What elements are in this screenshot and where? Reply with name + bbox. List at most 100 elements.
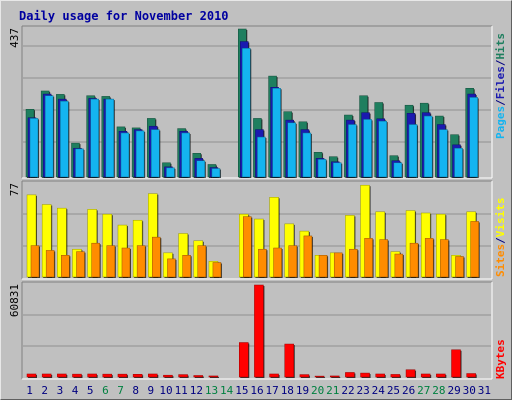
- day-label-18: 18: [281, 384, 294, 397]
- bar-pages-20: [317, 159, 328, 178]
- day-label-26: 26: [402, 384, 415, 397]
- bar-pages-7: [120, 132, 130, 178]
- bar-sites-28: [440, 239, 450, 278]
- bar-kbytes-18: [284, 343, 295, 378]
- bar-sites-17: [273, 247, 283, 278]
- bar-kbytes-19: [299, 374, 310, 378]
- bar-sites-20: [318, 255, 329, 278]
- bar-pages-22: [348, 124, 358, 178]
- right-label-visits-part-2: Visits: [494, 198, 507, 238]
- bar-sites-27: [424, 238, 435, 278]
- bar-kbytes-6: [102, 373, 113, 378]
- bar-kbytes-5: [87, 373, 98, 378]
- bar-sites-21: [333, 252, 344, 278]
- bar-pages-2: [44, 95, 55, 178]
- day-label-7: 7: [117, 384, 124, 397]
- bar-sites-29: [455, 256, 465, 278]
- bar-sites-13: [212, 262, 222, 278]
- bar-kbytes-2: [41, 373, 53, 378]
- bar-pages-25: [393, 162, 403, 178]
- day-label-1: 1: [26, 384, 33, 397]
- ymax-visits: 77: [8, 183, 21, 196]
- bar-pages-9: [151, 129, 161, 178]
- day-label-5: 5: [87, 384, 94, 397]
- bar-kbytes-13: [208, 375, 219, 378]
- bar-pages-15: [242, 48, 252, 178]
- bar-sites-3: [61, 255, 71, 278]
- day-label-2: 2: [41, 384, 48, 397]
- panel-kbytes: [21, 281, 493, 380]
- bar-pages-16: [257, 136, 267, 178]
- day-label-14: 14: [220, 384, 234, 397]
- bar-kbytes-8: [132, 374, 144, 378]
- bar-pages-17: [272, 88, 282, 178]
- bar-kbytes-28: [436, 373, 447, 378]
- day-label-27: 27: [417, 384, 430, 397]
- bar-pages-27: [423, 115, 434, 178]
- right-label-hits-part-0: Pages: [494, 106, 507, 139]
- day-label-23: 23: [357, 384, 370, 397]
- bar-kbytes-7: [117, 373, 128, 378]
- bar-kbytes-16: [254, 284, 265, 378]
- day-label-21: 21: [326, 384, 339, 397]
- bar-kbytes-27: [420, 373, 432, 378]
- day-label-30: 30: [463, 384, 476, 397]
- bar-sites-6: [106, 245, 116, 278]
- bar-sites-7: [121, 247, 131, 278]
- bar-sites-5: [91, 242, 101, 278]
- bar-pages-8: [135, 130, 146, 178]
- bar-pages-1: [29, 118, 39, 178]
- day-label-19: 19: [296, 384, 309, 397]
- bar-pages-29: [454, 147, 464, 178]
- bar-pages-21: [332, 162, 343, 178]
- day-label-17: 17: [266, 384, 279, 397]
- bar-sites-11: [182, 255, 192, 278]
- day-label-13: 13: [205, 384, 218, 397]
- bar-kbytes-11: [178, 374, 189, 378]
- day-label-29: 29: [447, 384, 460, 397]
- right-label-kbytes-part-0: KBytes: [494, 339, 507, 379]
- bar-kbytes-4: [72, 373, 83, 378]
- day-label-11: 11: [175, 384, 188, 397]
- bar-kbytes-3: [57, 373, 68, 378]
- bar-kbytes-1: [26, 373, 37, 378]
- bar-pages-24: [378, 120, 388, 178]
- bar-kbytes-22: [345, 372, 356, 378]
- bar-sites-12: [197, 245, 207, 278]
- bar-pages-10: [166, 167, 176, 178]
- bar-kbytes-17: [269, 373, 280, 378]
- day-label-28: 28: [432, 384, 445, 397]
- bar-kbytes-24: [375, 373, 386, 378]
- bar-pages-18: [287, 122, 297, 178]
- bar-kbytes-26: [405, 369, 417, 378]
- bar-kbytes-21: [329, 375, 341, 378]
- bar-sites-2: [45, 250, 56, 278]
- bar-pages-6: [105, 98, 115, 178]
- day-label-12: 12: [190, 384, 203, 397]
- right-label-hits: Pages/Files/Hits: [494, 33, 507, 139]
- bar-sites-30: [470, 221, 480, 278]
- bar-pages-30: [469, 97, 479, 178]
- bar-pages-13: [211, 168, 221, 178]
- right-label-kbytes: KBytes: [494, 339, 507, 379]
- chart-title: Daily usage for November 2010: [19, 9, 229, 23]
- right-label-visits-part-0: Sites: [494, 244, 507, 277]
- bar-kbytes-30: [466, 373, 477, 378]
- bar-sites-24: [379, 239, 389, 278]
- day-label-4: 4: [72, 384, 79, 397]
- bar-pages-26: [408, 124, 419, 178]
- day-label-10: 10: [159, 384, 172, 397]
- bar-sites-22: [349, 248, 359, 278]
- bar-sites-15: [243, 216, 253, 278]
- right-label-hits-part-2: Files: [494, 66, 507, 99]
- day-label-6: 6: [102, 384, 109, 397]
- right-label-hits-part-4: Hits: [494, 33, 507, 60]
- bar-pages-12: [196, 160, 206, 178]
- bar-pages-4: [75, 148, 85, 178]
- day-label-20: 20: [311, 384, 324, 397]
- bar-sites-16: [258, 248, 268, 278]
- day-label-22: 22: [341, 384, 354, 397]
- bar-kbytes-25: [390, 374, 401, 378]
